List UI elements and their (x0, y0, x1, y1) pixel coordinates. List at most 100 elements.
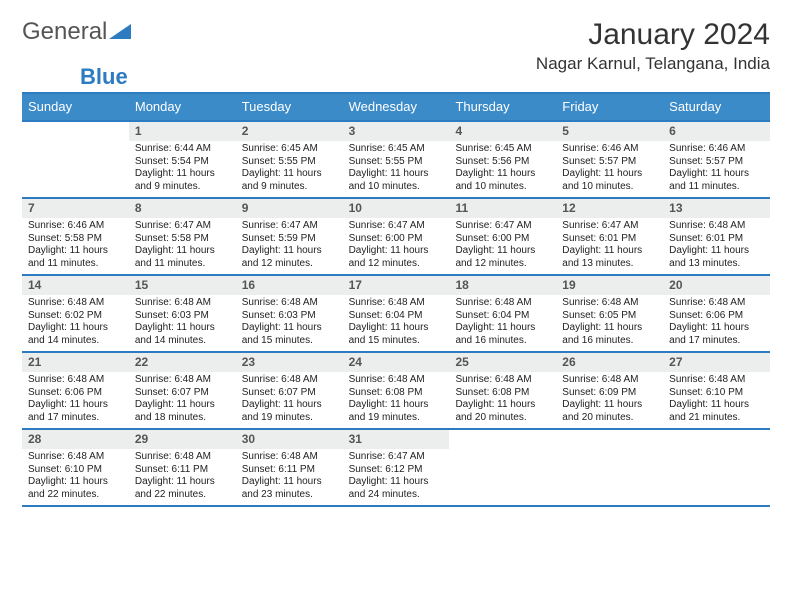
day-cell: 19Sunrise: 6:48 AMSunset: 6:05 PMDayligh… (556, 276, 663, 351)
day-details: Sunrise: 6:45 AMSunset: 5:56 PMDaylight:… (449, 141, 556, 197)
day-number: 1 (129, 122, 236, 141)
day-number: 2 (236, 122, 343, 141)
day-number: 30 (236, 430, 343, 449)
title-block: January 2024 Nagar Karnul, Telangana, In… (536, 18, 770, 74)
day-cell (449, 430, 556, 505)
week-row: 7Sunrise: 6:46 AMSunset: 5:58 PMDaylight… (22, 197, 770, 274)
day-number: 7 (22, 199, 129, 218)
day-details: Sunrise: 6:48 AMSunset: 6:09 PMDaylight:… (556, 372, 663, 428)
day-cell: 11Sunrise: 6:47 AMSunset: 6:00 PMDayligh… (449, 199, 556, 274)
day-cell: 12Sunrise: 6:47 AMSunset: 6:01 PMDayligh… (556, 199, 663, 274)
day-details: Sunrise: 6:48 AMSunset: 6:10 PMDaylight:… (663, 372, 770, 428)
day-cell: 31Sunrise: 6:47 AMSunset: 6:12 PMDayligh… (343, 430, 450, 505)
day-cell: 4Sunrise: 6:45 AMSunset: 5:56 PMDaylight… (449, 122, 556, 197)
day-details: Sunrise: 6:48 AMSunset: 6:04 PMDaylight:… (449, 295, 556, 351)
day-details: Sunrise: 6:48 AMSunset: 6:10 PMDaylight:… (22, 449, 129, 505)
day-number: 11 (449, 199, 556, 218)
day-header-row: Sunday Monday Tuesday Wednesday Thursday… (22, 94, 770, 120)
day-cell: 18Sunrise: 6:48 AMSunset: 6:04 PMDayligh… (449, 276, 556, 351)
day-header: Saturday (663, 94, 770, 120)
day-cell: 22Sunrise: 6:48 AMSunset: 6:07 PMDayligh… (129, 353, 236, 428)
day-cell: 16Sunrise: 6:48 AMSunset: 6:03 PMDayligh… (236, 276, 343, 351)
day-details: Sunrise: 6:47 AMSunset: 6:01 PMDaylight:… (556, 218, 663, 274)
day-number: 31 (343, 430, 450, 449)
day-number: 6 (663, 122, 770, 141)
day-number: 4 (449, 122, 556, 141)
day-number: 8 (129, 199, 236, 218)
logo: General (22, 18, 133, 46)
day-number: 5 (556, 122, 663, 141)
day-cell: 3Sunrise: 6:45 AMSunset: 5:55 PMDaylight… (343, 122, 450, 197)
day-details: Sunrise: 6:48 AMSunset: 6:01 PMDaylight:… (663, 218, 770, 274)
week-row: 21Sunrise: 6:48 AMSunset: 6:06 PMDayligh… (22, 351, 770, 428)
day-cell: 8Sunrise: 6:47 AMSunset: 5:58 PMDaylight… (129, 199, 236, 274)
day-number: 16 (236, 276, 343, 295)
day-cell (556, 430, 663, 505)
day-details: Sunrise: 6:48 AMSunset: 6:08 PMDaylight:… (343, 372, 450, 428)
day-details: Sunrise: 6:48 AMSunset: 6:02 PMDaylight:… (22, 295, 129, 351)
day-details: Sunrise: 6:48 AMSunset: 6:08 PMDaylight:… (449, 372, 556, 428)
day-cell: 25Sunrise: 6:48 AMSunset: 6:08 PMDayligh… (449, 353, 556, 428)
day-number: 15 (129, 276, 236, 295)
day-details: Sunrise: 6:47 AMSunset: 5:58 PMDaylight:… (129, 218, 236, 274)
week-row: 28Sunrise: 6:48 AMSunset: 6:10 PMDayligh… (22, 428, 770, 507)
day-header: Wednesday (343, 94, 450, 120)
day-details: Sunrise: 6:45 AMSunset: 5:55 PMDaylight:… (343, 141, 450, 197)
day-details: Sunrise: 6:48 AMSunset: 6:03 PMDaylight:… (129, 295, 236, 351)
day-number: 21 (22, 353, 129, 372)
day-number: 25 (449, 353, 556, 372)
day-details: Sunrise: 6:48 AMSunset: 6:07 PMDaylight:… (236, 372, 343, 428)
day-cell: 1Sunrise: 6:44 AMSunset: 5:54 PMDaylight… (129, 122, 236, 197)
week-row: 14Sunrise: 6:48 AMSunset: 6:02 PMDayligh… (22, 274, 770, 351)
day-cell: 29Sunrise: 6:48 AMSunset: 6:11 PMDayligh… (129, 430, 236, 505)
day-number: 13 (663, 199, 770, 218)
day-details: Sunrise: 6:47 AMSunset: 5:59 PMDaylight:… (236, 218, 343, 274)
day-cell: 30Sunrise: 6:48 AMSunset: 6:11 PMDayligh… (236, 430, 343, 505)
day-details: Sunrise: 6:46 AMSunset: 5:57 PMDaylight:… (556, 141, 663, 197)
day-number: 12 (556, 199, 663, 218)
week-row: 1Sunrise: 6:44 AMSunset: 5:54 PMDaylight… (22, 120, 770, 197)
day-details: Sunrise: 6:48 AMSunset: 6:07 PMDaylight:… (129, 372, 236, 428)
day-details: Sunrise: 6:46 AMSunset: 5:58 PMDaylight:… (22, 218, 129, 274)
day-details: Sunrise: 6:47 AMSunset: 6:12 PMDaylight:… (343, 449, 450, 505)
day-header: Tuesday (236, 94, 343, 120)
day-number: 29 (129, 430, 236, 449)
day-details: Sunrise: 6:48 AMSunset: 6:03 PMDaylight:… (236, 295, 343, 351)
day-number: 17 (343, 276, 450, 295)
day-number: 24 (343, 353, 450, 372)
day-number: 18 (449, 276, 556, 295)
day-cell (22, 122, 129, 197)
day-cell: 14Sunrise: 6:48 AMSunset: 6:02 PMDayligh… (22, 276, 129, 351)
calendar: Sunday Monday Tuesday Wednesday Thursday… (22, 92, 770, 507)
day-cell: 9Sunrise: 6:47 AMSunset: 5:59 PMDaylight… (236, 199, 343, 274)
day-details: Sunrise: 6:48 AMSunset: 6:04 PMDaylight:… (343, 295, 450, 351)
day-cell: 10Sunrise: 6:47 AMSunset: 6:00 PMDayligh… (343, 199, 450, 274)
day-number: 26 (556, 353, 663, 372)
day-details: Sunrise: 6:48 AMSunset: 6:05 PMDaylight:… (556, 295, 663, 351)
day-number: 20 (663, 276, 770, 295)
day-number: 10 (343, 199, 450, 218)
day-cell: 7Sunrise: 6:46 AMSunset: 5:58 PMDaylight… (22, 199, 129, 274)
day-details: Sunrise: 6:48 AMSunset: 6:06 PMDaylight:… (22, 372, 129, 428)
day-cell: 26Sunrise: 6:48 AMSunset: 6:09 PMDayligh… (556, 353, 663, 428)
day-details: Sunrise: 6:47 AMSunset: 6:00 PMDaylight:… (343, 218, 450, 274)
day-number: 9 (236, 199, 343, 218)
day-details: Sunrise: 6:48 AMSunset: 6:11 PMDaylight:… (129, 449, 236, 505)
triangle-icon (109, 21, 131, 44)
day-number: 23 (236, 353, 343, 372)
day-details: Sunrise: 6:48 AMSunset: 6:11 PMDaylight:… (236, 449, 343, 505)
logo-text-1: General (22, 18, 107, 46)
day-cell: 13Sunrise: 6:48 AMSunset: 6:01 PMDayligh… (663, 199, 770, 274)
day-number: 22 (129, 353, 236, 372)
day-details: Sunrise: 6:48 AMSunset: 6:06 PMDaylight:… (663, 295, 770, 351)
day-cell: 20Sunrise: 6:48 AMSunset: 6:06 PMDayligh… (663, 276, 770, 351)
day-cell: 24Sunrise: 6:48 AMSunset: 6:08 PMDayligh… (343, 353, 450, 428)
day-details: Sunrise: 6:47 AMSunset: 6:00 PMDaylight:… (449, 218, 556, 274)
day-header: Thursday (449, 94, 556, 120)
day-cell: 28Sunrise: 6:48 AMSunset: 6:10 PMDayligh… (22, 430, 129, 505)
day-number: 28 (22, 430, 129, 449)
day-cell: 21Sunrise: 6:48 AMSunset: 6:06 PMDayligh… (22, 353, 129, 428)
day-cell: 27Sunrise: 6:48 AMSunset: 6:10 PMDayligh… (663, 353, 770, 428)
day-details: Sunrise: 6:46 AMSunset: 5:57 PMDaylight:… (663, 141, 770, 197)
day-cell: 6Sunrise: 6:46 AMSunset: 5:57 PMDaylight… (663, 122, 770, 197)
